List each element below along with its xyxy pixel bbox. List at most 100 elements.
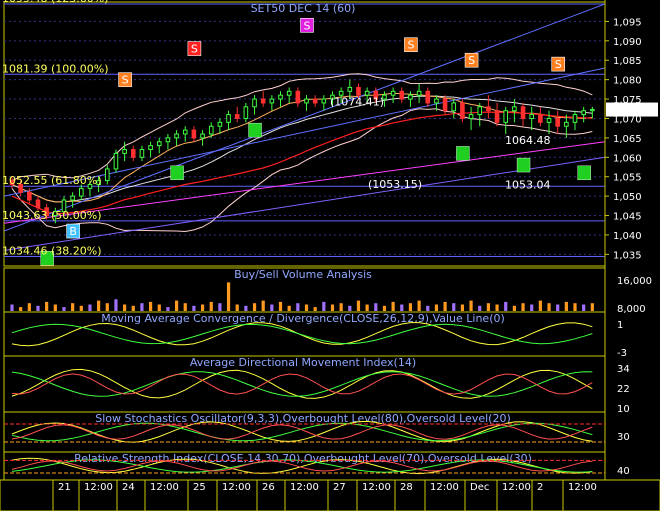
indicator-tick-label: 16,000 [617, 276, 652, 287]
fib-level-label: 1052.55 (61.80%) [2, 174, 102, 187]
volume-bar [582, 304, 586, 311]
candle-body [174, 133, 179, 139]
time-tick-label: 2 [537, 482, 543, 493]
candle-body [330, 94, 335, 100]
indicator-title: Relative Strength Index(CLOSE,14,30,70),… [74, 452, 532, 465]
indicator-line [11, 460, 593, 472]
candle-body [364, 90, 370, 96]
volume-bar [123, 304, 127, 311]
candle-body [286, 90, 292, 96]
time-tick-label: 27 [333, 482, 346, 493]
sell-signal-marker [187, 41, 202, 56]
candle-body [581, 110, 586, 116]
bollinger-lower [11, 108, 593, 233]
signal-label: S [122, 74, 129, 87]
candle-body [555, 117, 560, 127]
sell-signal-marker [118, 72, 132, 87]
volume-bar [235, 304, 239, 311]
candle-body [590, 109, 595, 112]
volume-bar [356, 300, 361, 311]
last-price-label: 1,072.30 [610, 106, 655, 117]
indicator-tick-label: 34 [617, 364, 630, 375]
sell-signal-marker [464, 52, 479, 68]
candle-body [356, 86, 361, 96]
candle-body [382, 94, 387, 100]
volume-bar [97, 300, 101, 311]
candle-body [208, 125, 214, 135]
volume-bar [45, 301, 49, 311]
volume-bar [71, 303, 75, 311]
candle-body [226, 114, 231, 123]
volume-bar [417, 300, 421, 311]
candle-body [260, 98, 266, 104]
candle-body [53, 211, 58, 217]
price-tick-label: 1,060 [613, 153, 642, 164]
candle-body [130, 149, 136, 158]
candle-body [148, 145, 153, 151]
volume-bar [339, 303, 343, 311]
indicator-line [11, 373, 593, 395]
indicator-panel [3, 411, 606, 453]
green-marker [40, 251, 54, 266]
indicator-tick-label: 1 [617, 320, 623, 331]
indicator-title: Average Directional Movement Index(14) [190, 356, 416, 369]
price-tick-label: 1,035 [613, 250, 642, 261]
candle-body [122, 149, 127, 154]
chart-title: SET50 DEC 14 (60) [251, 2, 356, 15]
price-tick-label: 1,095 [613, 17, 642, 28]
volume-bar [244, 305, 248, 311]
volume-bar [400, 304, 404, 311]
volume-bar [365, 304, 369, 311]
volume-bar [287, 305, 291, 311]
price-tick-label: 1,050 [613, 192, 642, 203]
time-tick-label: 12:00 [150, 482, 179, 493]
fib-level-label: 1099.48 (123.60%) [2, 0, 109, 5]
volume-bar [53, 304, 57, 311]
time-tick-label: 24 [122, 482, 135, 493]
candle-body [252, 98, 257, 108]
signal-label: S [191, 43, 198, 56]
candle-body [27, 191, 32, 201]
candle-body [477, 106, 483, 116]
volume-bar [408, 303, 413, 311]
candle-body [416, 90, 422, 96]
volume-bar [140, 303, 144, 311]
volume-bar [218, 303, 222, 311]
candle-body [312, 98, 318, 104]
volume-bar [434, 304, 439, 311]
time-tick-label: 25 [193, 482, 206, 493]
volume-bar [469, 300, 473, 311]
fib-level-label: 1034.46 (38.20%) [2, 244, 102, 257]
volume-bar [530, 304, 534, 311]
candle-body [408, 94, 413, 100]
candle-body [9, 180, 15, 185]
price-tick-label: 1,040 [613, 231, 642, 242]
candle-body [321, 98, 327, 104]
volume-bar [443, 301, 447, 311]
candle-body [564, 121, 569, 127]
volume-bar [131, 305, 135, 311]
time-tick-label: 12:00 [84, 482, 113, 493]
candle-body [78, 187, 84, 197]
volume-bar [556, 304, 560, 311]
candle-body [546, 117, 552, 123]
trendline-upper [3, 3, 606, 232]
volume-bar [252, 303, 257, 311]
volume-bar [62, 307, 66, 311]
indicator-title: Moving Average Convergence / Divergence(… [101, 312, 505, 325]
green-marker [170, 165, 184, 181]
indicator-tick-label: 30 [617, 432, 630, 443]
candle-body [347, 86, 353, 92]
candle-body [156, 141, 162, 147]
candle-body [278, 94, 283, 100]
volume-bar [226, 282, 231, 311]
indicator-line [11, 323, 593, 345]
volume-bar [478, 305, 482, 311]
signal-label: S [555, 58, 562, 71]
volume-bar [322, 301, 326, 311]
volume-bar [278, 301, 283, 311]
volume-bar [36, 305, 40, 311]
indicator-tick-label: 8,000 [617, 304, 646, 315]
candle-body [338, 90, 344, 96]
fib-level-label: 1043.63 (50.00%) [2, 209, 102, 222]
